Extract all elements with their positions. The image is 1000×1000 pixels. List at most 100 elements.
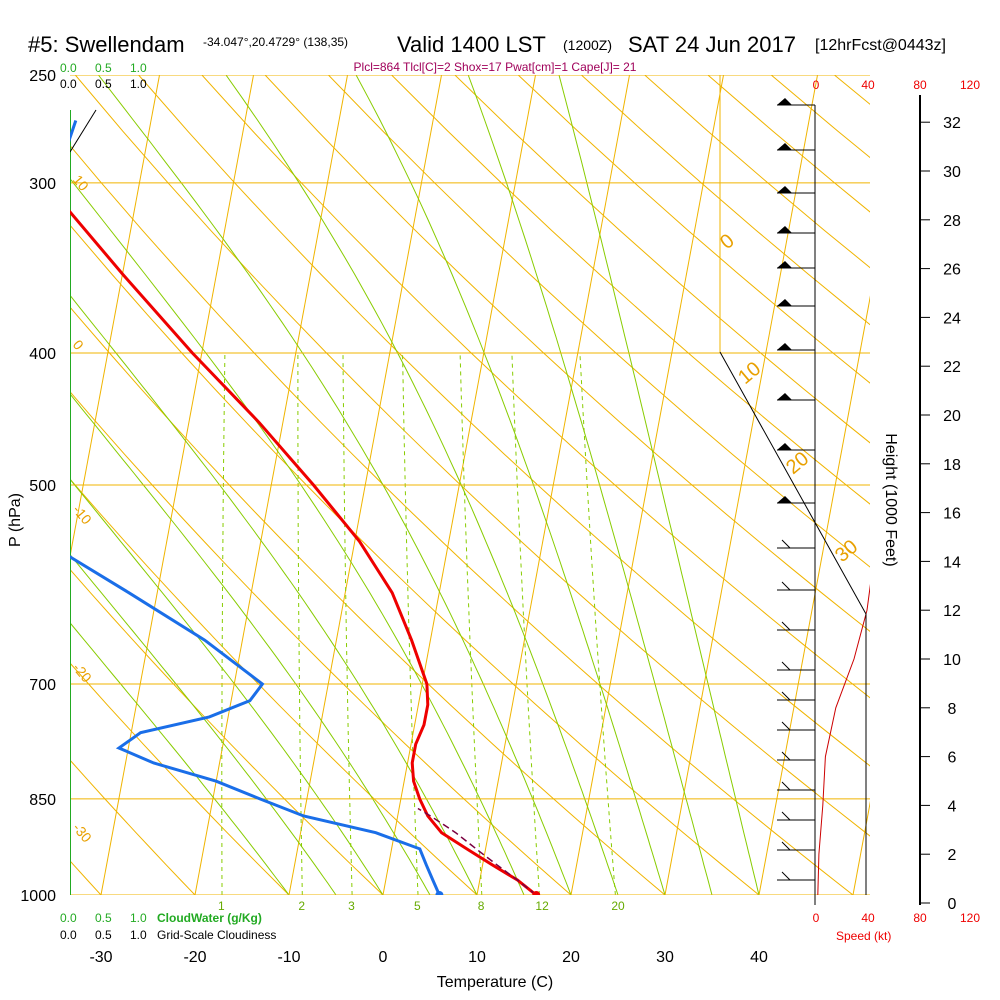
dry-adiabat-line	[70, 759, 196, 895]
dry-adiabat-line	[138, 75, 870, 767]
wind-barb	[777, 781, 815, 791]
wind-barb	[777, 443, 815, 451]
mixing-ratio-line	[511, 352, 540, 895]
x-axis-title: Temperature (C)	[437, 974, 553, 991]
cloudwater-tick-0: 0.0	[60, 61, 77, 75]
pressure-tick-label: 500	[29, 478, 56, 495]
temperature-tick-label: 0	[379, 949, 388, 966]
cloudwater-label: CloudWater (g/Kg)	[157, 911, 262, 925]
height-tick-label: 18	[943, 457, 961, 474]
wind-barb	[777, 751, 815, 761]
wind-barb-feather	[781, 581, 791, 591]
cloudiness-tick-2: 1.0	[130, 77, 147, 91]
pressure-tick-label: 400	[29, 346, 56, 363]
moist-adiabat-line	[355, 75, 666, 895]
height-tick-label: 26	[943, 262, 961, 279]
temperature-tick-label: -30	[89, 949, 112, 966]
wind-barb-flag	[777, 443, 792, 450]
dry-adiabat-line	[898, 75, 1000, 895]
moist-adiabat-line	[70, 478, 384, 895]
pressure-tick-label: 850	[29, 792, 56, 809]
moist-adiabat-line	[70, 393, 431, 895]
pressure-tick-label: 700	[29, 677, 56, 694]
mixing-ratio-label: 3	[348, 899, 355, 913]
wind-barb	[777, 226, 815, 234]
cloudiness-tick-1: 0.5	[95, 77, 112, 91]
forecast-run: [12hrFcst@0443z]	[815, 37, 946, 54]
surface-temperature-dot	[532, 891, 541, 895]
temperature-tick-label: 30	[656, 949, 674, 966]
height-boundary	[719, 351, 867, 895]
dry-adiabat-label-right: 20	[782, 448, 813, 479]
mixing-ratio-label: 5	[414, 899, 421, 913]
moist-adiabat-line	[467, 75, 713, 895]
wind-barb	[777, 299, 815, 307]
dry-adiabat-line	[70, 662, 290, 895]
height-tick-label: 2	[948, 847, 957, 864]
sounding-indices: Plcl=864 Tlcl[C]=2 Shox=17 Pwat[cm]=1 Ca…	[354, 60, 637, 74]
wind-barb	[777, 621, 815, 631]
wind-barb	[777, 393, 815, 401]
height-tick-label: 8	[948, 701, 957, 718]
speed-bottom-tick-2: 80	[913, 911, 927, 925]
pressure-tick-label: 1000	[20, 888, 56, 905]
valid-time: Valid 1400 LST	[397, 32, 546, 57]
mixing-ratio-line	[221, 352, 226, 895]
dry-adiabat-line	[328, 75, 870, 568]
moist-adiabat-line	[225, 75, 619, 895]
cloudwater-bottom-tick-1: 0.5	[95, 911, 112, 925]
height-tick-label: 30	[943, 164, 961, 181]
station-title: #5: Swellendam	[28, 32, 185, 57]
height-tick-label: 10	[943, 652, 961, 669]
wind-barb-feather	[781, 721, 791, 731]
moist-adiabat-line	[558, 75, 760, 895]
speed-top-tick-1: 40	[861, 78, 875, 92]
wind-barb-feather	[781, 841, 791, 851]
mixing-ratio-label: 20	[611, 899, 625, 913]
cloudiness-tick-0: 0.0	[60, 77, 77, 91]
wind-barb-feather	[781, 691, 791, 701]
isotherm-line	[852, 800, 870, 895]
mixing-ratio-label: 8	[478, 899, 485, 913]
wind-barb	[777, 581, 815, 591]
wind-barb-flag	[777, 343, 792, 350]
temperature-tick-label: 10	[468, 949, 486, 966]
wind-barb	[777, 261, 815, 269]
wind-barb-flag	[777, 186, 792, 193]
dry-adiabat-line	[391, 75, 870, 505]
height-tick-label: 6	[948, 750, 957, 767]
dry-adiabat-line	[264, 75, 870, 633]
cloudiness-bottom-tick-2: 1.0	[130, 928, 147, 942]
dry-adiabat-line	[454, 75, 870, 444]
height-tick-label: 32	[943, 115, 961, 132]
wind-barb-feather	[781, 781, 791, 791]
mixing-ratio-label: 2	[298, 899, 305, 913]
height-tick-label: 14	[943, 554, 961, 571]
speed-top-tick-2: 80	[913, 78, 927, 92]
forecast-date: SAT 24 Jun 2017	[628, 32, 796, 57]
dry-adiabat-line	[961, 75, 1000, 895]
wind-barb-feather	[781, 539, 791, 549]
dry-adiabat-line	[517, 75, 870, 384]
wind-barb	[777, 811, 815, 821]
height-tick-label: 22	[943, 359, 961, 376]
cloudwater-bottom-tick-0: 0.0	[60, 911, 77, 925]
plot-grid	[70, 75, 1000, 895]
wind-barb-feather	[781, 621, 791, 631]
mixing-ratio-label: 1	[218, 899, 225, 913]
zulu-time: (1200Z)	[563, 37, 612, 53]
height-tick-label: 20	[943, 408, 961, 425]
cloudwater-tick-1: 0.5	[95, 61, 112, 75]
wind-barb	[777, 841, 815, 851]
height-tick-label: 0	[948, 896, 957, 913]
wind-barb-flag	[777, 299, 792, 306]
wind-barb-flag	[777, 98, 792, 105]
wind-barb-feather	[781, 811, 791, 821]
wind-barb	[777, 691, 815, 701]
pressure-tick-label: 250	[29, 68, 56, 85]
surface-dewpoint-dot	[435, 891, 444, 895]
dry-adiabat-line	[70, 306, 666, 895]
speed-bottom-tick-3: 120	[960, 911, 980, 925]
